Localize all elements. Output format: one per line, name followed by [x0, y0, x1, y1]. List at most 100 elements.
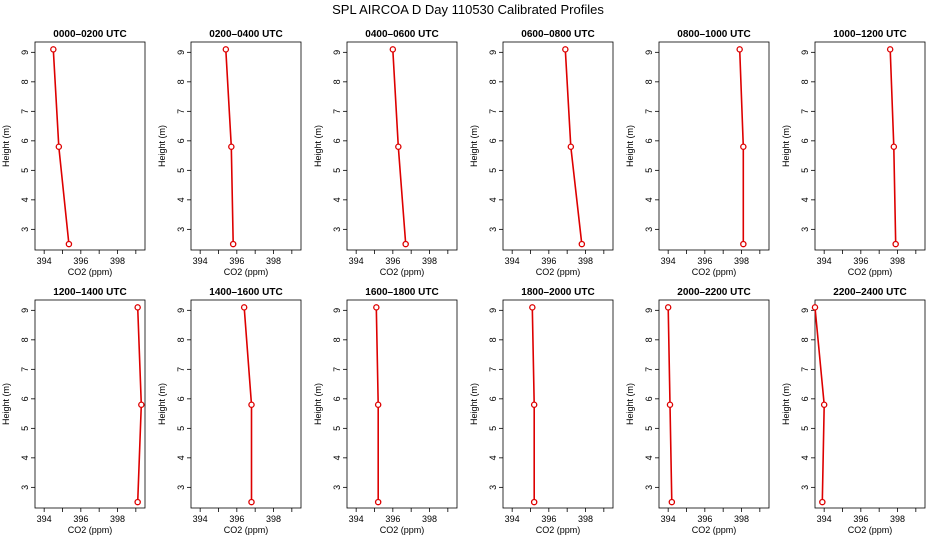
profile-point — [736, 46, 743, 53]
x-tick-label: 394 — [37, 256, 52, 266]
x-tick-label: 394 — [349, 514, 364, 524]
profile-point — [395, 143, 402, 150]
y-tick-label: 3 — [20, 485, 30, 490]
x-tick-label: 396 — [697, 514, 712, 524]
profile-point — [664, 304, 672, 311]
profile-point — [389, 46, 397, 53]
x-tick-label: 394 — [661, 256, 676, 266]
profile-panel: 1400–1600 UTC 394 396 398 3 4 5 6 7 8 9 CO2 (ppm) He… — [157, 287, 302, 535]
y-tick-label: 3 — [332, 485, 342, 490]
x-tick-label: 398 — [422, 514, 437, 524]
profile-point — [740, 240, 747, 248]
x-axis-label: CO2 (ppm) — [68, 267, 113, 277]
x-tick-label: 396 — [385, 256, 400, 266]
y-tick-label: 8 — [20, 79, 30, 84]
x-tick-label: 398 — [890, 256, 905, 266]
profile-panel: 2200–2400 UTC 394 396 398 3 4 5 6 7 8 9 CO2 (ppm) He… — [781, 287, 926, 535]
plot-frame — [658, 299, 770, 509]
y-tick-label: 6 — [332, 396, 342, 401]
x-tick-label: 396 — [385, 514, 400, 524]
profile-point — [55, 143, 63, 150]
x-tick-label: 396 — [853, 256, 868, 266]
y-tick-label: 4 — [644, 197, 654, 202]
profile-point — [666, 401, 674, 408]
y-tick-label: 7 — [332, 109, 342, 114]
x-tick-label: 394 — [817, 514, 832, 524]
y-tick-label: 9 — [488, 50, 498, 55]
y-tick-label: 6 — [488, 396, 498, 401]
x-axis-label: CO2 (ppm) — [536, 267, 581, 277]
y-tick-label: 5 — [176, 168, 186, 173]
y-tick-label: 6 — [20, 138, 30, 143]
profile-point — [529, 304, 536, 311]
y-tick-label: 8 — [800, 337, 810, 342]
x-axis-label: CO2 (ppm) — [848, 525, 893, 535]
x-tick-label: 396 — [73, 256, 88, 266]
x-tick-label: 398 — [578, 256, 593, 266]
y-tick-label: 7 — [488, 367, 498, 372]
profile-point — [402, 240, 409, 248]
profile-point — [530, 498, 538, 506]
y-axis-label: Height (m) — [313, 125, 323, 167]
y-axis-label: Height (m) — [781, 125, 791, 167]
y-tick-label: 6 — [644, 138, 654, 143]
x-tick-label: 398 — [890, 514, 905, 524]
profile-panel: 0400–0600 UTC 394 396 398 3 4 5 6 7 8 9 CO2 (ppm) He… — [313, 29, 458, 277]
x-axis-label: CO2 (ppm) — [68, 525, 113, 535]
y-tick-label: 6 — [488, 138, 498, 143]
x-tick-label: 394 — [349, 256, 364, 266]
y-tick-label: 7 — [176, 367, 186, 372]
profile-point — [228, 143, 235, 150]
x-tick-label: 398 — [734, 514, 749, 524]
y-tick-label: 3 — [332, 227, 342, 232]
x-tick-label: 398 — [266, 256, 281, 266]
y-tick-label: 6 — [332, 138, 342, 143]
x-axis-label: CO2 (ppm) — [692, 267, 737, 277]
plot-frame — [190, 41, 302, 251]
y-tick-label: 3 — [800, 485, 810, 490]
plot-frame — [502, 41, 614, 251]
y-tick-label: 8 — [176, 79, 186, 84]
y-tick-label: 5 — [332, 426, 342, 431]
profile-panel: 0600–0800 UTC 394 396 398 3 4 5 6 7 8 9 CO2 (ppm) He… — [469, 29, 614, 277]
y-tick-label: 6 — [644, 396, 654, 401]
y-tick-label: 4 — [488, 197, 498, 202]
y-tick-label: 4 — [332, 455, 342, 460]
panel-title: 0600–0800 UTC — [521, 29, 594, 40]
profile-point — [562, 46, 569, 53]
profile-point — [374, 498, 382, 506]
x-tick-label: 396 — [853, 514, 868, 524]
y-tick-label: 3 — [488, 485, 498, 490]
plot-frame — [34, 299, 146, 509]
panel-title: 0400–0600 UTC — [365, 29, 438, 40]
y-axis-label: Height (m) — [625, 383, 635, 425]
x-tick-label: 398 — [110, 256, 125, 266]
y-tick-label: 6 — [20, 396, 30, 401]
y-axis-label: Height (m) — [469, 125, 479, 167]
profile-point — [248, 401, 255, 408]
y-tick-label: 8 — [332, 337, 342, 342]
y-tick-label: 5 — [488, 168, 498, 173]
y-tick-label: 7 — [332, 367, 342, 372]
profile-point — [222, 46, 230, 53]
y-tick-label: 3 — [644, 227, 654, 232]
profile-point — [820, 401, 828, 408]
y-tick-label: 3 — [176, 227, 186, 232]
y-tick-label: 5 — [644, 426, 654, 431]
y-tick-label: 6 — [176, 138, 186, 143]
profile-panel: 0800–1000 UTC 394 396 398 3 4 5 6 7 8 9 CO2 (ppm) He… — [625, 29, 770, 277]
profile-point — [138, 401, 145, 408]
profile-point — [240, 304, 248, 311]
x-tick-label: 394 — [661, 514, 676, 524]
profile-point — [50, 46, 57, 53]
y-tick-label: 7 — [176, 109, 186, 114]
profile-point — [374, 401, 382, 408]
profile-point — [811, 304, 819, 311]
y-tick-label: 8 — [488, 337, 498, 342]
profile-point — [886, 46, 894, 53]
y-tick-label: 6 — [800, 138, 810, 143]
profile-point — [65, 240, 73, 248]
y-tick-label: 7 — [800, 109, 810, 114]
